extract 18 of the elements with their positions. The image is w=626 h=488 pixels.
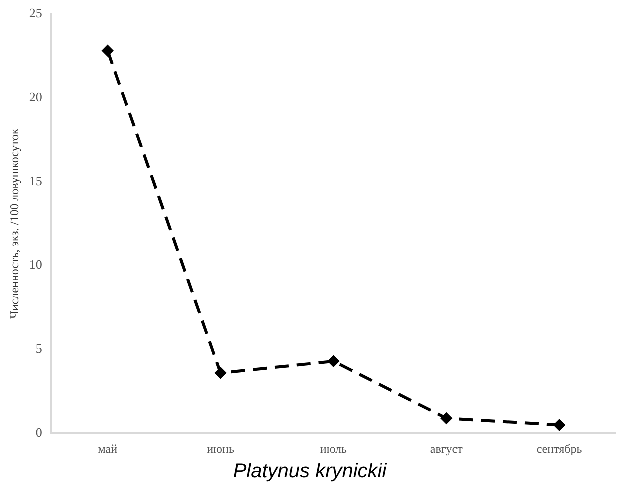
x-tick-label: сентябрь [536,442,583,456]
y-tick-label: 0 [36,425,42,440]
x-tick-label: май [98,442,118,456]
x-tick-label: июнь [207,442,235,456]
y-tick-label: 25 [29,5,42,20]
x-tick-label: август [430,442,464,456]
point [102,45,114,56]
y-tick-label: 10 [29,257,42,272]
y-tick-label: 5 [36,341,42,356]
y-tick-label: 15 [29,173,42,188]
point [554,420,566,431]
x-tick-label: июль [320,442,348,456]
point [215,368,226,379]
point [328,356,340,367]
y-tick-label: 20 [29,89,42,104]
point [441,412,452,424]
y-axis-title: Численность, экз. /100 ловушкосуток [7,128,22,319]
text: Platynus krynickii [233,460,388,483]
